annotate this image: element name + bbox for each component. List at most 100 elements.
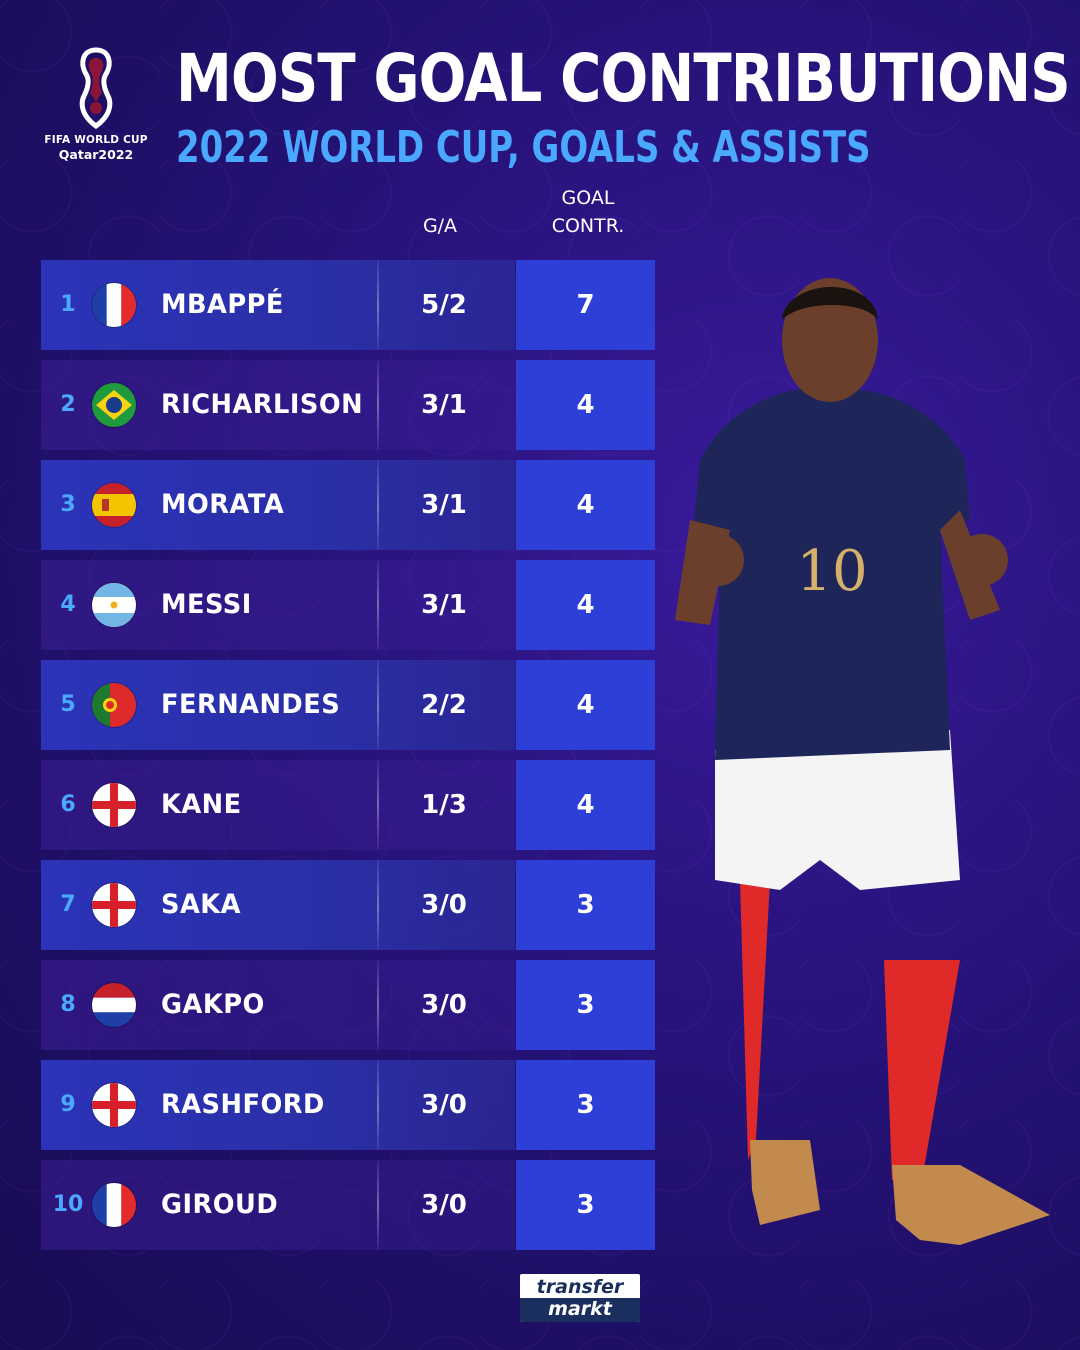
goal-contributions-value: 3 — [576, 890, 595, 920]
goal-contributions-value: 4 — [576, 690, 595, 720]
goal-contributions-cell: 4 — [516, 360, 655, 450]
goal-contributions-cell: 3 — [516, 1060, 655, 1150]
france-flag-icon — [92, 283, 136, 327]
rank-number: 8 — [60, 992, 76, 1017]
row-left-cell: 3 MORATA 3/1 — [41, 460, 515, 550]
column-divider — [377, 760, 379, 850]
table-row: 6 KANE 1/3 4 — [41, 760, 655, 850]
column-divider — [377, 860, 379, 950]
rank-number: 10 — [52, 1192, 84, 1217]
table-row: 10 GIROUD 3/0 3 — [41, 1160, 655, 1250]
goals-assists-value: 3/0 — [421, 990, 467, 1020]
table-row: 7 SAKA 3/0 3 — [41, 860, 655, 950]
goals-assists-value: 2/2 — [421, 690, 467, 720]
player-name: KANE — [161, 789, 242, 820]
table-row: 9 RASHFORD 3/0 3 — [41, 1060, 655, 1150]
column-divider — [377, 460, 379, 550]
ranking-table: 1 MBAPPÉ 5/2 7 2 RICHARLISON 3/1 4 3 MORATA 3/1 4 4 M… — [41, 260, 655, 1260]
player-name: MBAPPÉ — [161, 289, 284, 320]
goals-assists-value: 1/3 — [421, 790, 467, 820]
table-row: 1 MBAPPÉ 5/2 7 — [41, 260, 655, 350]
goal-contributions-cell: 4 — [516, 460, 655, 550]
argentina-flag-icon — [92, 583, 136, 627]
transfermarkt-logo-line2: markt — [520, 1298, 640, 1322]
transfermarkt-logo-line1: transfer — [536, 1276, 624, 1298]
player-name: RICHARLISON — [161, 389, 364, 420]
rank-number: 3 — [60, 492, 76, 517]
row-left-cell: 8 GAKPO 3/0 — [41, 960, 515, 1050]
table-row: 4 MESSI 3/1 4 — [41, 560, 655, 650]
goal-contributions-value: 4 — [576, 490, 595, 520]
rank-number: 6 — [60, 792, 76, 817]
column-divider — [377, 560, 379, 650]
column-divider — [377, 260, 379, 350]
rank-number: 9 — [60, 1092, 76, 1117]
goal-contributions-cell: 4 — [516, 660, 655, 750]
england-flag-icon — [92, 883, 136, 927]
row-left-cell: 1 MBAPPÉ 5/2 — [41, 260, 515, 350]
goal-contributions-value: 4 — [576, 390, 595, 420]
row-left-cell: 9 RASHFORD 3/0 — [41, 1060, 515, 1150]
world-cup-logo-line2: Qatar2022 — [58, 147, 134, 162]
player-name: FERNANDES — [161, 689, 341, 720]
england-flag-icon — [92, 783, 136, 827]
jersey-number: 10 — [796, 539, 867, 604]
column-header-goal-contr-line1: GOAL — [561, 187, 615, 209]
table-row: 8 GAKPO 3/0 3 — [41, 960, 655, 1050]
column-header-ga: G/A — [422, 215, 458, 237]
rank-number: 1 — [60, 292, 76, 317]
goals-assists-value: 3/1 — [421, 390, 467, 420]
goal-contributions-cell: 4 — [516, 760, 655, 850]
row-left-cell: 6 KANE 1/3 — [41, 760, 515, 850]
goals-assists-value: 3/1 — [421, 590, 467, 620]
page-subtitle: 2022 WORLD CUP, GOALS & ASSISTS — [176, 122, 871, 173]
row-left-cell: 4 MESSI 3/1 — [41, 560, 515, 650]
goal-contributions-cell: 3 — [516, 1160, 655, 1250]
goal-contributions-value: 4 — [576, 790, 595, 820]
player-name: SAKA — [161, 889, 241, 920]
page-title: MOST GOAL CONTRIBUTIONS — [176, 40, 1071, 117]
world-cup-logo-line1: FIFA WORLD CUP — [44, 134, 148, 146]
goal-contributions-value: 3 — [576, 990, 595, 1020]
player-name: RASHFORD — [161, 1089, 325, 1120]
transfermarkt-logo: transfer markt — [520, 1274, 640, 1322]
row-left-cell: 2 RICHARLISON 3/1 — [41, 360, 515, 450]
player-name: MESSI — [161, 589, 252, 620]
column-divider — [377, 1160, 379, 1250]
france-flag-icon — [92, 1183, 136, 1227]
column-divider — [377, 1060, 379, 1150]
goals-assists-value: 3/0 — [421, 1090, 467, 1120]
row-left-cell: 7 SAKA 3/0 — [41, 860, 515, 950]
goal-contributions-value: 3 — [576, 1190, 595, 1220]
goal-contributions-cell: 7 — [516, 260, 655, 350]
goals-assists-value: 3/0 — [421, 1190, 467, 1220]
table-row: 5 FERNANDES 2/2 4 — [41, 660, 655, 750]
goal-contributions-value: 7 — [576, 290, 595, 320]
column-header-goal-contr-line2: CONTR. — [551, 215, 625, 237]
rank-number: 7 — [60, 892, 76, 917]
brazil-flag-icon — [92, 383, 136, 427]
goal-contributions-cell: 3 — [516, 860, 655, 950]
rank-number: 4 — [60, 592, 76, 617]
column-divider — [377, 660, 379, 750]
goal-contributions-value: 3 — [576, 1090, 595, 1120]
goals-assists-value: 3/1 — [421, 490, 467, 520]
goals-assists-value: 5/2 — [421, 290, 467, 320]
world-cup-logo: FIFA WORLD CUP Qatar2022 — [44, 46, 148, 166]
table-row: 3 MORATA 3/1 4 — [41, 460, 655, 550]
column-header-goal-contr: GOAL CONTR. — [518, 184, 658, 240]
netherlands-flag-icon — [92, 983, 136, 1027]
column-divider — [377, 360, 379, 450]
england-flag-icon — [92, 1083, 136, 1127]
world-cup-emblem-icon — [79, 47, 113, 130]
player-photo: 10 — [675, 278, 1050, 1245]
row-left-cell: 5 FERNANDES 2/2 — [41, 660, 515, 750]
spain-flag-icon — [92, 483, 136, 527]
portugal-flag-icon — [92, 683, 136, 727]
player-name: GIROUD — [161, 1189, 279, 1220]
goal-contributions-value: 4 — [576, 590, 595, 620]
player-name: GAKPO — [161, 989, 265, 1020]
rank-number: 5 — [60, 692, 76, 717]
column-divider — [377, 960, 379, 1050]
goal-contributions-cell: 4 — [516, 560, 655, 650]
